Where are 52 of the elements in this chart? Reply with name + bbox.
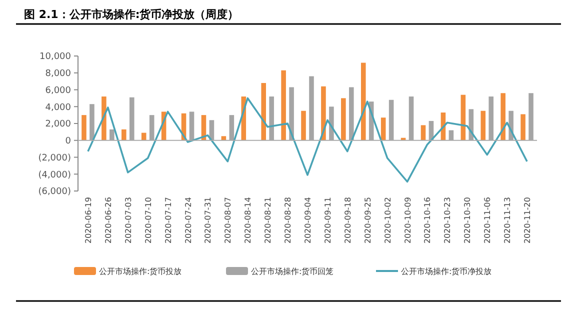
bar [341,98,346,140]
x-tick-label: 2020-08-21 [264,197,273,244]
y-tick-label: 6,000 [45,86,72,96]
x-tick-label: 2020-11-13 [503,197,512,244]
line-series [87,97,528,183]
bar [321,86,326,140]
x-tick-label: 2020-09-04 [304,197,312,244]
x-tick-label: 2020-07-10 [144,197,153,244]
legend-label: 公开市场操作:货币净投放 [401,266,492,276]
y-tick-label: 4,000 [45,102,72,113]
x-tick-label: 2020-08-28 [284,197,293,244]
bar [500,93,506,140]
bar [82,115,86,140]
x-tick-label: 2020-08-14 [244,197,253,244]
x-tick-label: 2020-07-31 [204,197,213,244]
x-tick-label: 2020-07-17 [164,197,173,244]
y-tick-label: 8,000 [45,69,72,80]
x-tick-label: 2020-09-25 [363,197,372,244]
x-tick-label: 2020-10-23 [443,197,452,244]
x-tick-label: 2020-11-20 [523,197,532,244]
bar [261,83,266,140]
bar [141,132,146,140]
bar [520,114,526,140]
y-tick-label: 2,000 [45,120,72,130]
x-tick-label: 2020-10-09 [403,197,412,244]
x-tick-label: 2020-08-07 [224,197,233,244]
x-tick-label: 2020-10-02 [383,197,392,244]
bar [360,62,366,140]
chart-title: 图 2.1：公开市场操作:货币净投放（周度） [24,8,239,21]
y-tick-label: (2,000) [38,153,71,164]
x-tick-label: 2020-06-26 [104,197,113,244]
y-tick-label: 0 [65,136,72,147]
y-tick-label: (4,000) [38,170,71,180]
bar [420,125,426,140]
x-tick-label: 2020-09-18 [343,197,352,244]
legend-label: 公开市场操作:货币回笼 [251,266,334,276]
x-tick-label: 2020-07-24 [184,197,193,244]
bar [480,110,486,140]
x-tick-label: 2020-10-16 [423,197,432,244]
bar [380,118,386,140]
x-tick-label: 2020-10-30 [463,197,472,244]
x-tick-label: 2020-09-11 [323,197,332,244]
legend-label: 公开市场操作:货币投放 [99,266,182,276]
x-tick-label: 2020-11-06 [483,197,492,244]
bar [122,129,126,140]
x-tick-label: 2020-06-19 [84,197,93,244]
bar [281,70,286,140]
y-tick-label: 10,000 [40,52,72,62]
y-tick-label: (6,000) [38,187,71,198]
x-tick-label: 2020-07-03 [124,197,133,244]
bar [102,96,106,140]
bar [301,110,306,140]
